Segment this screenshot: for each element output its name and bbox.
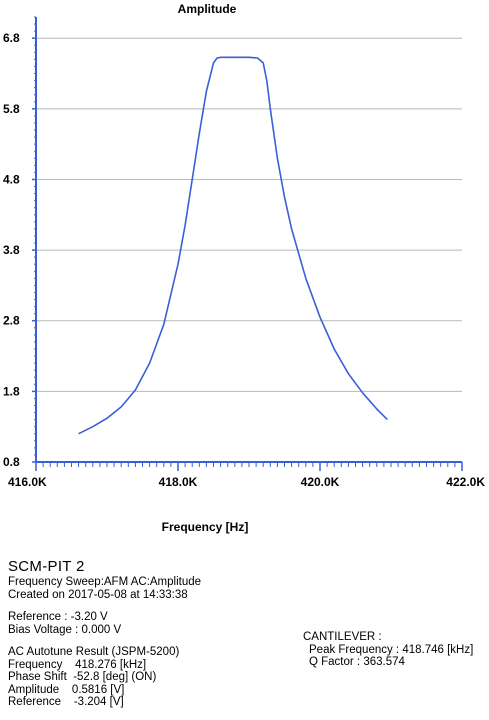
y-tick-label: 6.8 bbox=[3, 31, 20, 45]
created-timestamp: Created on 2017-05-08 at 14:33:38 bbox=[8, 588, 188, 601]
grid-lines bbox=[36, 37, 462, 392]
y-tick-label: 1.8 bbox=[3, 384, 20, 398]
y-tick-label: 0.8 bbox=[3, 455, 20, 469]
cantilever-heading: CANTILEVER : bbox=[303, 631, 382, 643]
cantilever-info: CANTILEVER : Peak Frequency : 418.746 [k… bbox=[303, 631, 473, 669]
x-axis-ticks: 416.0K 418.0K 420.0K 422.0K bbox=[8, 462, 485, 489]
amplitude-series-line bbox=[78, 56, 388, 435]
bias-voltage: Bias Voltage : 0.000 V bbox=[8, 623, 122, 636]
y-tick-label: 4.8 bbox=[3, 172, 20, 186]
autotune-amplitude: Amplitude 0.5816 [V] bbox=[8, 683, 125, 696]
autotune-phase-shift: Phase Shift -52.8 [deg] (ON) bbox=[8, 671, 157, 683]
amplitude-chart: Amplitude 0.81.82.83.84.85.86.8 416.0K 41… bbox=[3, 2, 485, 534]
x-tick-label: 422.0K bbox=[446, 475, 485, 489]
sweep-mode: Frequency Sweep:AFM AC:Amplitude bbox=[8, 576, 202, 588]
y-tick-label: 5.8 bbox=[3, 102, 20, 116]
autotune-frequency: Frequency 418.276 [kHz] bbox=[8, 658, 147, 671]
y-axis-ticks: 0.8 1.8 2.8 3.8 4.8 5.8 6.8 bbox=[3, 16, 36, 469]
reference-voltage: Reference : -3.20 V bbox=[8, 611, 108, 623]
x-tick-label: 420.0K bbox=[301, 475, 340, 489]
y-tick-label: 2.8 bbox=[3, 314, 20, 328]
x-tick-label: 418.0K bbox=[159, 475, 198, 489]
measurement-info: SCM-PIT 2 Frequency Sweep:AFM AC:Amplitu… bbox=[8, 558, 308, 709]
peak-frequency: Peak Frequency : 418.746 [kHz] bbox=[309, 643, 474, 656]
info-title: SCM-PIT 2 bbox=[8, 558, 85, 575]
y-tick-label: 3.8 bbox=[3, 243, 20, 257]
autotune-heading: AC Autotune Result (JSPM-5200) bbox=[8, 646, 180, 658]
q-factor: Q Factor : 363.574 bbox=[309, 656, 405, 668]
x-tick-label: 416.0K bbox=[8, 475, 47, 489]
chart-title: Amplitude bbox=[178, 2, 237, 16]
autotune-reference: Reference -3.204 [V] bbox=[8, 696, 124, 708]
x-axis-label: Frequency [Hz] bbox=[162, 520, 249, 534]
